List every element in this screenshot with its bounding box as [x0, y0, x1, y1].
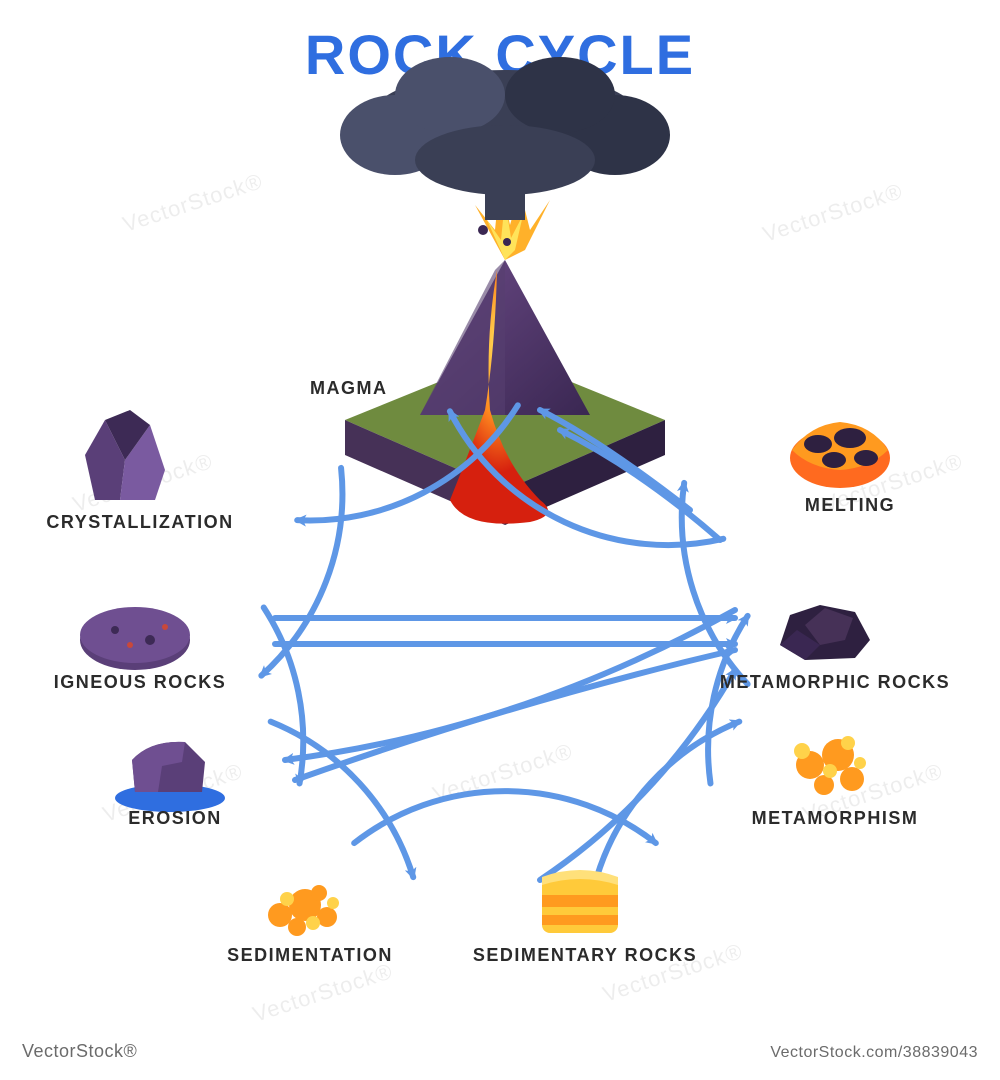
label-erosion: EROSION	[105, 808, 245, 829]
stage: { "canvas": {"w":1000,"h":1080,"bg":"#ff…	[0, 0, 1000, 1080]
metamorphic-icon	[780, 605, 870, 660]
label-magma: MAGMA	[310, 378, 388, 399]
erosion-icon	[115, 742, 225, 812]
diagram-svg	[0, 0, 1000, 1080]
label-sedimentary: SEDIMENTARY ROCKS	[470, 945, 700, 966]
crystallization-icon	[85, 410, 165, 500]
label-crystallization: CRYSTALLIZATION	[40, 512, 240, 533]
igneous-icon	[80, 607, 190, 670]
sedimentary-icon	[542, 870, 618, 933]
label-metamorphism: METAMORPHISM	[735, 808, 935, 829]
footer-id: VectorStock.com/38839043	[770, 1044, 978, 1062]
label-metamorphic: METAMORPHIC ROCKS	[715, 672, 955, 693]
label-melting: MELTING	[780, 495, 920, 516]
label-sedimentation: SEDIMENTATION	[210, 945, 410, 966]
sedimentation-icon	[268, 885, 339, 936]
metamorphism-icon	[794, 736, 866, 795]
footer-brand: VectorStock®	[22, 1041, 137, 1062]
label-igneous: IGNEOUS ROCKS	[45, 672, 235, 693]
melting-icon	[790, 422, 890, 488]
volcano-icon	[340, 57, 670, 525]
